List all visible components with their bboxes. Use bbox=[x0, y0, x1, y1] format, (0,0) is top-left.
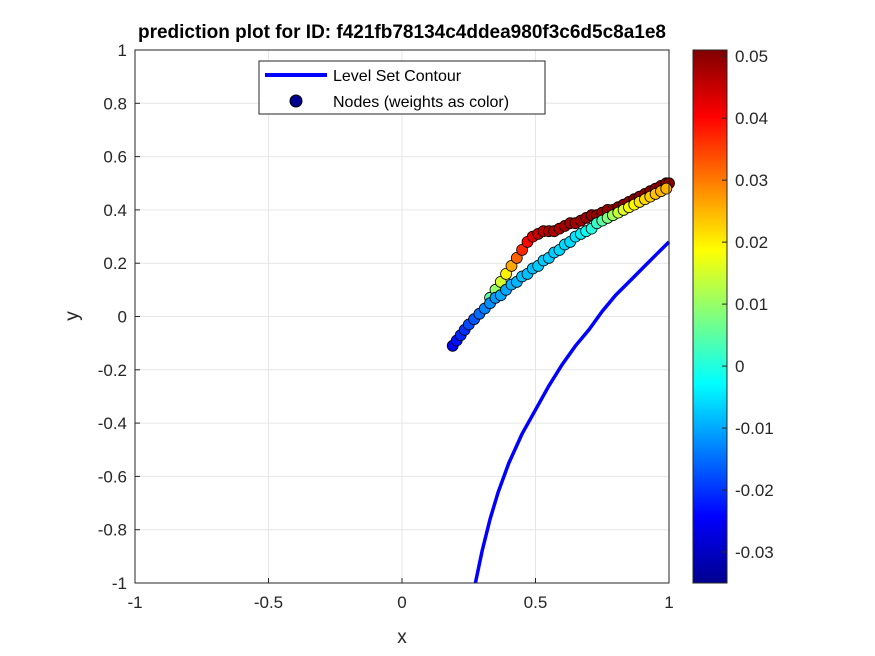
y-tick-label: 0.6 bbox=[103, 148, 127, 167]
legend: Level Set Contour Nodes (weights as colo… bbox=[258, 60, 546, 115]
level-set-contour-line bbox=[473, 240, 671, 584]
y-tick-label: -0.4 bbox=[98, 414, 127, 433]
colorbar-tick-label: 0.01 bbox=[735, 295, 768, 314]
legend-marker-swatch bbox=[289, 94, 303, 108]
colorbar-tick-label: -0.03 bbox=[735, 543, 774, 562]
y-tick-label: -0.2 bbox=[98, 361, 127, 380]
y-tick-label: -0.8 bbox=[98, 521, 127, 540]
x-tick-label: -0.5 bbox=[254, 593, 283, 612]
legend-entry-nodes: Nodes (weights as color) bbox=[333, 94, 509, 111]
colorbar-tick-label: -0.01 bbox=[735, 419, 774, 438]
x-tick-labels: -1 -0.5 0 0.5 1 bbox=[127, 593, 673, 612]
chart-title: prediction plot for ID: f421fb78134c4dde… bbox=[138, 22, 666, 43]
y-tick-label: -1 bbox=[112, 574, 127, 593]
y-tick-label: 0.4 bbox=[103, 201, 127, 220]
colorbar-tick-label: 0 bbox=[735, 357, 744, 376]
colorbar-tick-label: 0.02 bbox=[735, 233, 768, 252]
y-tick-label: 0.8 bbox=[103, 94, 127, 113]
legend-entry-contour: Level Set Contour bbox=[333, 68, 462, 85]
colorbar-gradient bbox=[692, 49, 728, 584]
colorbar-tick-label: -0.02 bbox=[735, 481, 774, 500]
x-tick-label: 0 bbox=[397, 593, 406, 612]
nodes-layer bbox=[446, 177, 675, 352]
y-tick-label: 1 bbox=[118, 41, 127, 60]
colorbar-tick-label: 0.03 bbox=[735, 171, 768, 190]
colorbar-tick-label: 0.05 bbox=[735, 47, 768, 66]
colorbar-tick-label: 0.04 bbox=[735, 109, 768, 128]
grid-lines bbox=[134, 49, 670, 584]
plot-area: -1 -0.5 0 0.5 1 -1 -0.8 -0.6 -0.4 -0.2 0 0.2 0.4 0.6… bbox=[98, 41, 675, 612]
y-axis-label: y bbox=[62, 311, 83, 321]
legend-box bbox=[258, 60, 546, 115]
x-tick-label: -1 bbox=[127, 593, 142, 612]
level-set-layer bbox=[473, 240, 671, 584]
x-tick-label: 1 bbox=[664, 593, 673, 612]
y-tick-label: 0 bbox=[118, 308, 127, 327]
colorbar: -0.03 -0.02 -0.01 0 0.01 0.02 0.03 0.04 0.05 bbox=[692, 47, 774, 584]
y-tick-labels: -1 -0.8 -0.6 -0.4 -0.2 0 0.2 0.4 0.6 0.8 1 bbox=[98, 41, 127, 593]
x-axis-label: x bbox=[397, 627, 407, 648]
y-tick-label: 0.2 bbox=[103, 254, 127, 273]
node-marker-lower bbox=[660, 182, 673, 195]
colorbar-tick-labels: -0.03 -0.02 -0.01 0 0.01 0.02 0.03 0.04 0.05 bbox=[722, 47, 774, 562]
y-tick-label: -0.6 bbox=[98, 467, 127, 486]
x-tick-label: 0.5 bbox=[524, 593, 548, 612]
